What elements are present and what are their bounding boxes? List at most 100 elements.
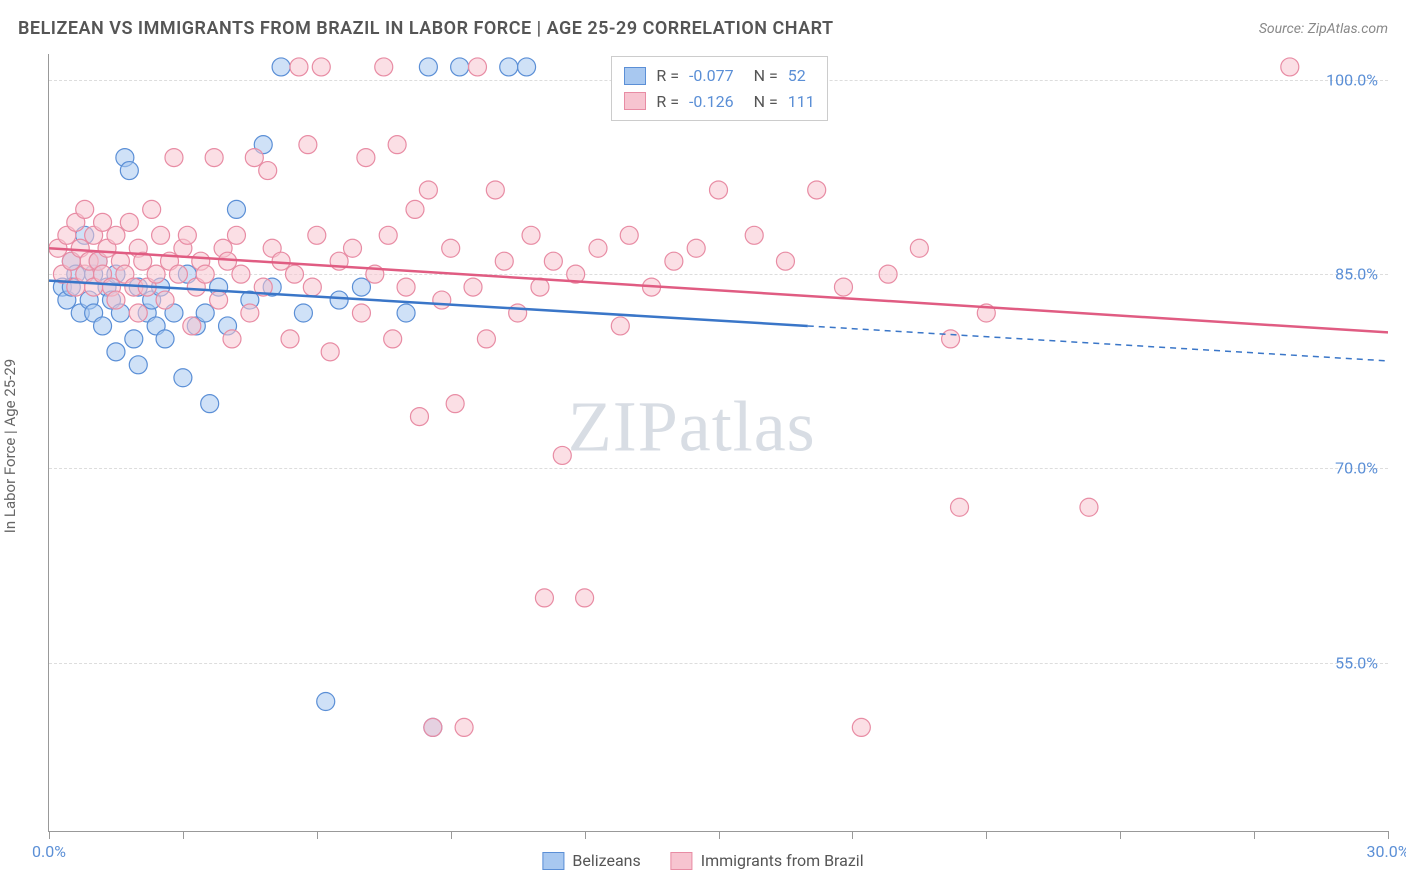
data-point xyxy=(183,317,201,335)
data-point xyxy=(468,58,486,76)
x-tick-mark xyxy=(1388,831,1389,839)
chart-header: BELIZEAN VS IMMIGRANTS FROM BRAZIL IN LA… xyxy=(18,18,1388,39)
data-point xyxy=(518,58,536,76)
x-tick-label: 30.0% xyxy=(1367,842,1406,861)
legend-swatch xyxy=(542,852,564,870)
data-point xyxy=(107,343,125,361)
data-point xyxy=(317,693,335,711)
x-tick-mark xyxy=(719,831,720,839)
data-point xyxy=(477,330,495,348)
data-point xyxy=(442,239,460,257)
data-point xyxy=(419,58,437,76)
data-point xyxy=(388,136,406,154)
x-tick-mark xyxy=(451,831,452,839)
r-label: R = xyxy=(656,89,679,115)
x-tick-mark xyxy=(183,831,184,839)
data-point xyxy=(352,278,370,296)
n-label: N = xyxy=(754,63,778,89)
data-point xyxy=(942,330,960,348)
legend-swatch xyxy=(671,852,693,870)
data-point xyxy=(303,278,321,296)
data-point xyxy=(299,136,317,154)
data-point xyxy=(611,317,629,335)
data-point xyxy=(951,498,969,516)
data-point xyxy=(156,330,174,348)
data-point xyxy=(156,291,174,309)
data-point xyxy=(451,58,469,76)
data-point xyxy=(174,369,192,387)
data-point xyxy=(107,291,125,309)
data-point xyxy=(272,58,290,76)
data-point xyxy=(464,278,482,296)
data-point xyxy=(196,265,214,283)
legend-item: Belizeans xyxy=(542,851,640,870)
data-point xyxy=(687,239,705,257)
n-value: 111 xyxy=(788,89,815,115)
data-point xyxy=(178,226,196,244)
data-point xyxy=(1080,498,1098,516)
data-point xyxy=(576,589,594,607)
data-point xyxy=(379,226,397,244)
data-point xyxy=(406,200,424,218)
data-point xyxy=(455,718,473,736)
data-point xyxy=(397,278,415,296)
data-point xyxy=(201,395,219,413)
data-point xyxy=(352,304,370,322)
data-point xyxy=(143,200,161,218)
data-point xyxy=(227,200,245,218)
data-point xyxy=(620,226,638,244)
data-point xyxy=(357,149,375,167)
correlation-legend: R =-0.077N =52R =-0.126N =111 xyxy=(611,56,827,121)
r-value: -0.077 xyxy=(689,63,734,89)
data-point xyxy=(94,317,112,335)
data-point xyxy=(281,330,299,348)
data-point xyxy=(125,330,143,348)
data-point xyxy=(500,58,518,76)
data-point xyxy=(665,252,683,270)
data-point xyxy=(776,252,794,270)
data-point xyxy=(120,213,138,231)
data-point xyxy=(330,291,348,309)
data-point xyxy=(424,718,442,736)
source-label: Source: ZipAtlas.com xyxy=(1259,21,1388,37)
data-point xyxy=(245,149,263,167)
data-point xyxy=(205,149,223,167)
x-tick-mark xyxy=(1254,831,1255,839)
data-point xyxy=(259,162,277,180)
chart-title: BELIZEAN VS IMMIGRANTS FROM BRAZIL IN LA… xyxy=(18,18,834,39)
data-point xyxy=(710,181,728,199)
data-point xyxy=(535,589,553,607)
plot-area: ZIPatlas R =-0.077N =52R =-0.126N =111 5… xyxy=(48,54,1388,832)
data-point xyxy=(553,446,571,464)
data-point xyxy=(152,226,170,244)
data-point xyxy=(294,304,312,322)
data-point xyxy=(76,200,94,218)
data-point xyxy=(129,304,147,322)
scatter-svg xyxy=(49,54,1388,831)
r-value: -0.126 xyxy=(689,89,734,115)
data-point xyxy=(219,252,237,270)
data-point xyxy=(522,226,540,244)
data-point xyxy=(879,265,897,283)
legend-label: Immigrants from Brazil xyxy=(701,851,864,870)
data-point xyxy=(169,265,187,283)
data-point xyxy=(745,226,763,244)
data-point xyxy=(509,304,527,322)
data-point xyxy=(486,181,504,199)
data-point xyxy=(1281,58,1299,76)
data-point xyxy=(433,291,451,309)
r-label: R = xyxy=(656,63,679,89)
regression-line-dashed xyxy=(808,326,1388,361)
data-point xyxy=(419,181,437,199)
data-point xyxy=(223,330,241,348)
data-point xyxy=(910,239,928,257)
data-point xyxy=(227,226,245,244)
x-tick-mark xyxy=(986,831,987,839)
data-point xyxy=(344,239,362,257)
data-point xyxy=(834,278,852,296)
data-point xyxy=(147,265,165,283)
data-point xyxy=(808,181,826,199)
data-point xyxy=(531,278,549,296)
data-point xyxy=(241,304,259,322)
data-point xyxy=(196,304,214,322)
